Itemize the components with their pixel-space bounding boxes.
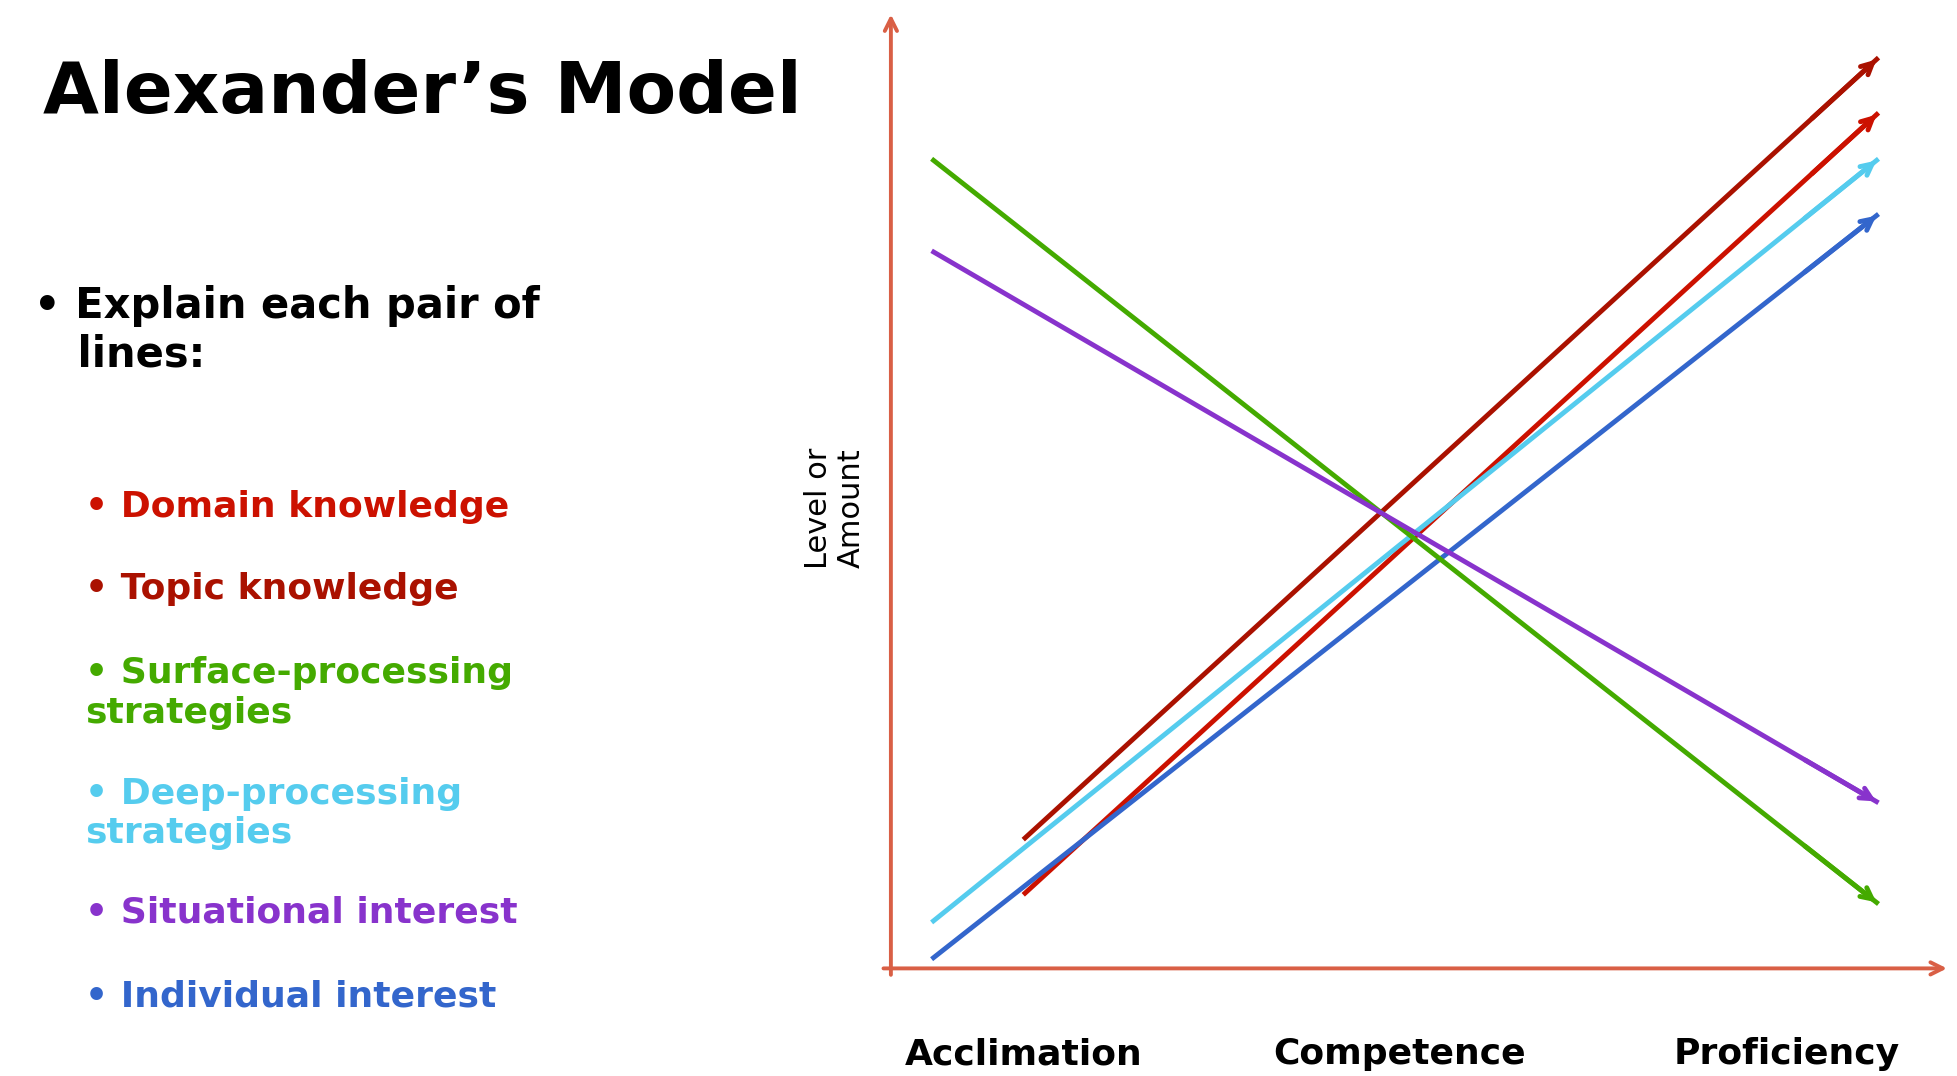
Text: • Domain knowledge: • Domain knowledge xyxy=(86,490,509,524)
Text: Acclimation: Acclimation xyxy=(904,1037,1141,1072)
Text: Proficiency: Proficiency xyxy=(1673,1037,1898,1072)
Text: • Surface-processing
strategies: • Surface-processing strategies xyxy=(86,656,513,730)
Text: Alexander’s Model: Alexander’s Model xyxy=(43,59,800,128)
Text: • Individual interest: • Individual interest xyxy=(86,979,497,1014)
Text: • Topic knowledge: • Topic knowledge xyxy=(86,572,458,607)
Text: Level or
Amount: Level or Amount xyxy=(802,448,865,569)
Text: • Explain each pair of
   lines:: • Explain each pair of lines: xyxy=(33,285,540,376)
Text: Competence: Competence xyxy=(1272,1037,1526,1072)
Text: • Deep-processing
strategies: • Deep-processing strategies xyxy=(86,777,462,850)
Text: • Situational interest: • Situational interest xyxy=(86,895,517,930)
